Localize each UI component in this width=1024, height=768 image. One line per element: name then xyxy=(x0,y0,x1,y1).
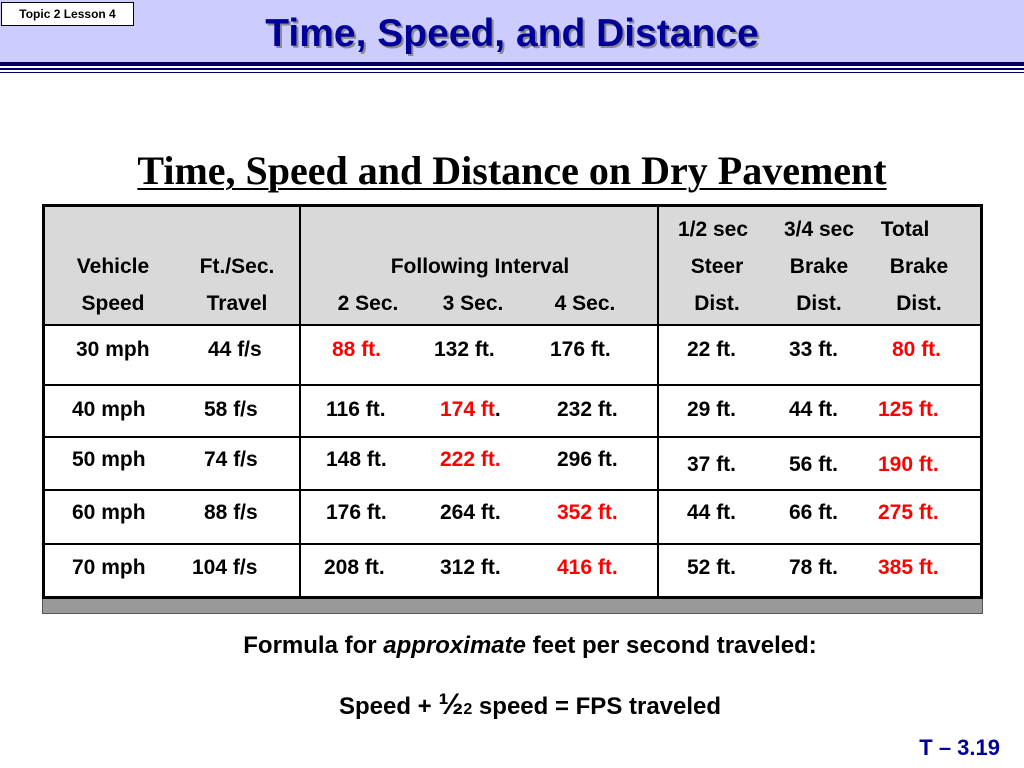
cell-4-sec: 176 ft. xyxy=(550,338,611,361)
formula-expression: Speed + ½2 speed = FPS traveled xyxy=(0,690,1024,725)
topic-tag: Topic 2 Lesson 4 xyxy=(1,2,134,26)
header-travel: Travel xyxy=(206,292,268,315)
cell-3-sec: 312 ft. xyxy=(440,556,501,579)
row-divider xyxy=(45,384,980,386)
cell-3-sec-value: 174 ft xyxy=(440,398,495,421)
cell-brake: 44 ft. xyxy=(789,398,839,421)
cell-fps: 58 f/s xyxy=(204,398,258,421)
cell-2-sec: 176 ft. xyxy=(326,501,387,524)
row-divider xyxy=(45,489,980,491)
cell-steer: 44 ft. xyxy=(687,501,737,524)
formula-heading-prefix: Formula for xyxy=(243,632,384,659)
formula-half-glyph: ½ xyxy=(438,688,464,721)
header-ftsec: Ft./Sec. xyxy=(199,255,275,278)
cell-total: 275 ft. xyxy=(878,501,939,524)
cell-2-sec: 116 ft. xyxy=(326,398,386,421)
header-band xyxy=(0,0,1024,62)
header-brake: Brake xyxy=(789,255,849,278)
table-title-text: Time, Speed and Distance on Dry Pavement xyxy=(137,148,887,193)
cell-speed: 70 mph xyxy=(72,556,146,579)
row-divider xyxy=(45,436,980,438)
column-divider xyxy=(657,207,659,596)
header-rule-thin xyxy=(0,68,1024,70)
header-half-sec: 1/2 sec xyxy=(677,218,749,241)
header-brake-dist: Dist. xyxy=(796,292,842,315)
cell-total: 190 ft. xyxy=(878,453,939,476)
cell-fps: 74 f/s xyxy=(204,448,258,471)
column-divider xyxy=(299,207,301,596)
cell-brake: 56 ft. xyxy=(789,453,839,476)
page-title: Time, Speed, and Distance xyxy=(265,12,759,55)
cell-speed: 50 mph xyxy=(72,448,146,471)
cell-fps: 88 f/s xyxy=(204,501,258,524)
cell-3-sec: 174 ft. xyxy=(440,398,501,421)
cell-brake: 78 ft. xyxy=(789,556,839,579)
cell-3-sec: 264 ft. xyxy=(440,501,501,524)
cell-4-sec: 416 ft. xyxy=(557,556,618,579)
header-total: Total xyxy=(880,218,930,241)
cell-fps: 104 f/s xyxy=(192,556,258,579)
cell-speed: 30 mph xyxy=(76,338,150,361)
header-4-sec: 4 Sec. xyxy=(554,292,616,315)
cell-steer: 29 ft. xyxy=(687,398,737,421)
cell-speed: 60 mph xyxy=(72,501,146,524)
slide-number: T – 3.19 xyxy=(919,735,1000,760)
cell-4-sec: 296 ft. xyxy=(557,448,618,471)
header-three-quarter-sec: 3/4 sec xyxy=(783,218,855,241)
header-rule xyxy=(0,62,1024,66)
header-following-interval: Following Interval xyxy=(390,255,570,278)
cell-2-sec: 88 ft. xyxy=(332,338,382,361)
formula-expression-prefix: Speed + xyxy=(338,693,439,720)
cell-speed: 40 mph xyxy=(72,398,146,421)
cell-total: 80 ft. xyxy=(892,338,942,361)
cell-steer: 52 ft. xyxy=(687,556,737,579)
formula-heading-suffix: feet per second traveled: xyxy=(525,632,817,659)
formula-heading: Formula for approximate feet per second … xyxy=(0,631,1024,661)
formula-expression-suffix: speed = FPS traveled xyxy=(472,693,722,720)
cell-3-sec: 222 ft. xyxy=(440,448,501,471)
table-title: Time, Speed and Distance on Dry Pavement xyxy=(0,146,1024,196)
header-3-sec: 3 Sec. xyxy=(442,292,504,315)
data-table: Vehicle Speed Ft./Sec. Travel Following … xyxy=(42,204,983,599)
header-vehicle: Vehicle xyxy=(76,255,150,278)
formula-half-denominator: 2 xyxy=(463,701,473,718)
header-rule-thin xyxy=(0,72,1024,73)
cell-4-sec: 352 ft. xyxy=(557,501,618,524)
header-steer-dist: Dist. xyxy=(694,292,740,315)
formula-heading-emphasis: approximate xyxy=(383,632,526,659)
header-2-sec: 2 Sec. xyxy=(337,292,399,315)
cell-2-sec: 208 ft. xyxy=(324,556,385,579)
cell-4-sec: 232 ft. xyxy=(557,398,618,421)
cell-brake: 33 ft. xyxy=(789,338,839,361)
table-header-row xyxy=(45,207,980,326)
row-divider xyxy=(45,543,980,545)
cell-fps: 44 f/s xyxy=(208,338,262,361)
cell-total: 385 ft. xyxy=(878,556,939,579)
header-steer: Steer xyxy=(690,255,744,278)
header-speed: Speed xyxy=(81,292,145,315)
cell-total: 125 ft. xyxy=(878,398,939,421)
cell-steer: 37 ft. xyxy=(687,453,737,476)
cell-3-sec: 132 ft. xyxy=(434,338,495,361)
cell-brake: 66 ft. xyxy=(789,501,839,524)
header-total-brake: Brake xyxy=(889,255,949,278)
cell-steer: 22 ft. xyxy=(687,338,737,361)
header-total-dist: Dist. xyxy=(896,292,942,315)
cell-2-sec: 148 ft. xyxy=(326,448,387,471)
